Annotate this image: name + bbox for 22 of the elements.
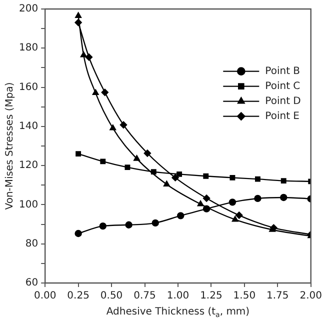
x-tick-label: 1.50 xyxy=(233,290,256,302)
y-tick-label: 140 xyxy=(18,121,38,132)
y-tick-label: 180 xyxy=(18,42,38,54)
x-tick-label: 1.75 xyxy=(266,290,289,302)
x-tick-label: 2.00 xyxy=(300,290,322,302)
y-tick-label: 160 xyxy=(18,82,38,93)
y-axis-title: Von-Mises Stresses (Mpa) xyxy=(4,82,16,210)
y-tick-label: 100 xyxy=(18,199,38,210)
y-tick-label: 60 xyxy=(25,278,38,289)
x-tick-label: 0.50 xyxy=(100,290,123,302)
x-tick-label: 1.00 xyxy=(166,290,190,302)
y-tick-label: 80 xyxy=(25,238,38,250)
legend-label: Point E xyxy=(265,110,300,122)
y-tick-label: 120 xyxy=(18,160,38,172)
legend-label: Point C xyxy=(265,80,300,92)
x-tick-label: 0.00 xyxy=(34,290,56,302)
legend-label: Point B xyxy=(265,66,300,77)
y-tick-label: 200 xyxy=(18,4,38,15)
x-tick-label: 0.75 xyxy=(134,290,156,302)
x-tick-label: 0.25 xyxy=(67,290,90,302)
legend-label: Point D xyxy=(265,96,302,107)
x-tick-label: 1.25 xyxy=(200,290,222,302)
